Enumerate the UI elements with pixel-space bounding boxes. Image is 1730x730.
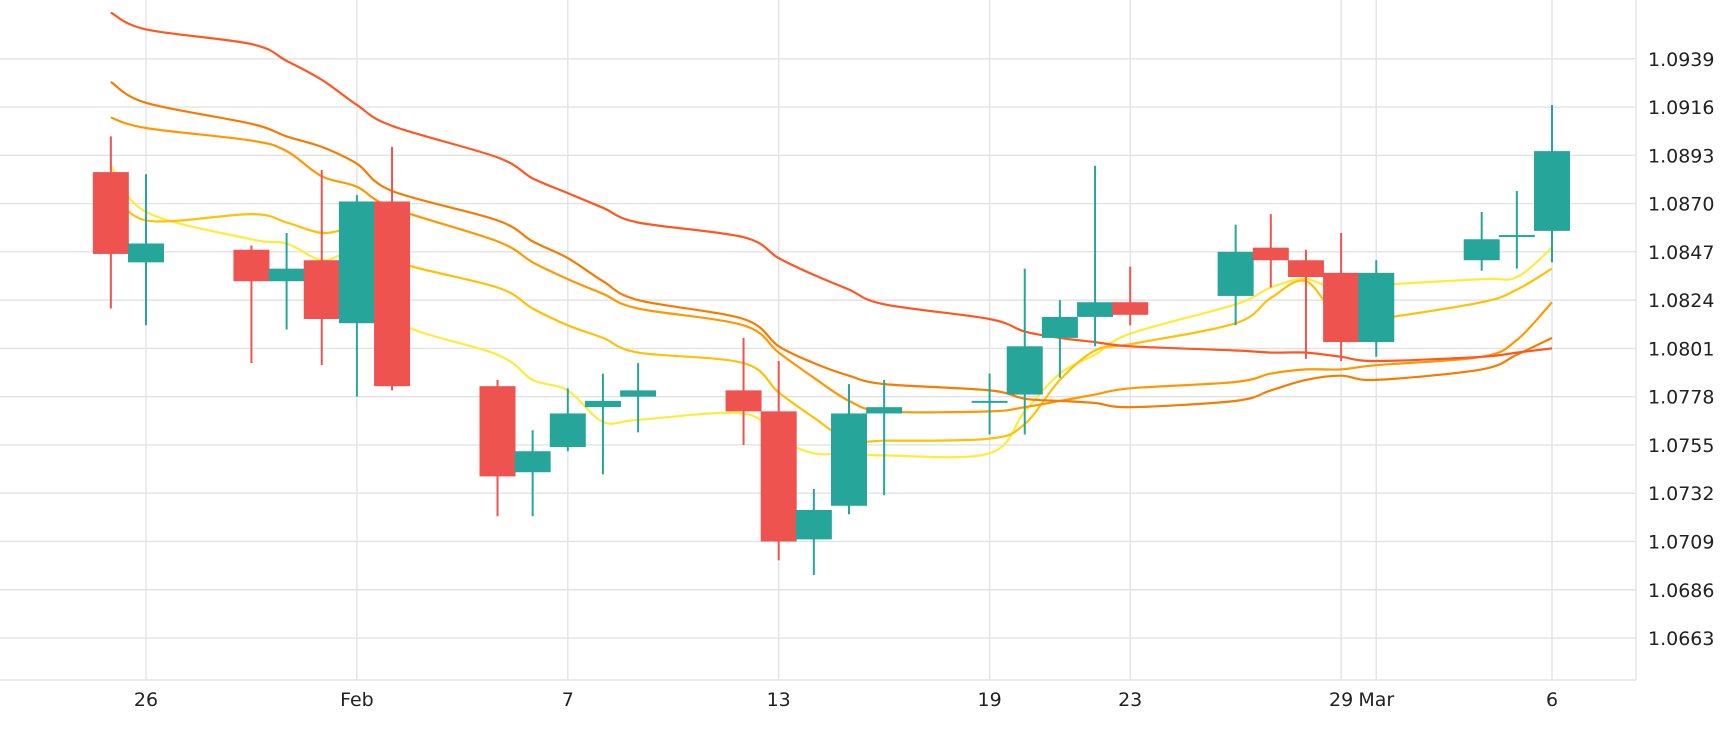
candle: [338, 195, 375, 397]
candle-body: [303, 260, 340, 320]
candle-body: [1252, 247, 1289, 261]
y-axis-tick-labels: 1.0663 1.0686 1.0709 1.0732 1.0755 1.0778 1.08…: [1648, 49, 1714, 650]
candle: [549, 388, 586, 452]
candle-body: [549, 413, 586, 448]
candle-body: [1112, 302, 1149, 315]
candle-body: [1217, 251, 1254, 296]
candle: [1287, 249, 1324, 359]
y-tick-label: 1.0893: [1648, 145, 1714, 167]
moving-average-line-5: [110, 11, 1553, 363]
y-tick-label: 1.0709: [1648, 531, 1714, 553]
y-tick-label: 1.0663: [1648, 628, 1714, 650]
candle: [1534, 104, 1570, 263]
candle: [374, 146, 411, 391]
y-tick-label: 1.0824: [1648, 290, 1714, 312]
candle-body: [514, 451, 551, 473]
candle-body: [760, 411, 797, 542]
candle-body: [1463, 239, 1500, 261]
candle: [128, 174, 164, 326]
x-tick-label: 19: [978, 689, 1002, 711]
horizontal-gridlines: [0, 58, 1636, 639]
x-tick-label: 13: [767, 689, 791, 711]
candle-body: [866, 407, 903, 414]
candle-body: [1077, 302, 1114, 317]
candle-body: [479, 386, 516, 477]
candle-body: [233, 249, 270, 282]
candle: [831, 384, 867, 515]
y-tick-label: 1.0778: [1648, 387, 1714, 409]
y-tick-label: 1.0801: [1648, 338, 1714, 360]
y-tick-label: 1.0916: [1648, 97, 1714, 119]
candle-body: [1534, 151, 1570, 231]
candle: [1323, 232, 1360, 361]
y-tick-label: 1.0870: [1648, 194, 1714, 216]
y-tick-label: 1.0755: [1648, 435, 1714, 457]
x-axis-tick-labels: 26 Feb 7 13 19 23 29 Mar 6: [134, 689, 1558, 711]
moving-average-line-4: [110, 80, 1553, 409]
y-tick-label: 1.0939: [1648, 49, 1714, 71]
candle-body: [795, 510, 832, 540]
candle: [1252, 214, 1289, 288]
candle-body: [128, 243, 164, 263]
y-tick-label: 1.0732: [1648, 483, 1714, 505]
candle-body: [971, 400, 1008, 403]
x-tick-label: 23: [1118, 689, 1142, 711]
candle: [1463, 211, 1500, 271]
candle-body: [374, 201, 411, 387]
y-tick-label: 1.0686: [1648, 580, 1714, 602]
candle-body: [1323, 272, 1360, 343]
candle: [1498, 190, 1535, 269]
candle-body: [620, 390, 657, 397]
candles: [92, 104, 1570, 576]
x-tick-label: Mar: [1358, 689, 1394, 711]
candle: [584, 373, 621, 475]
y-tick-label: 1.0847: [1648, 242, 1714, 264]
candle: [1077, 165, 1114, 347]
candle-body: [92, 172, 129, 254]
candle: [1217, 224, 1254, 326]
x-tick-label: 29: [1329, 689, 1353, 711]
x-tick-label: 7: [562, 689, 574, 711]
candle-body: [1041, 316, 1078, 338]
candle: [760, 360, 797, 561]
candle: [1358, 260, 1395, 357]
candle-body: [1006, 346, 1043, 395]
candle-body: [338, 201, 375, 324]
candle: [866, 379, 903, 496]
candle: [514, 430, 551, 517]
candle: [233, 245, 270, 364]
x-tick-label: Feb: [340, 689, 374, 711]
candle: [1006, 268, 1043, 435]
candle-body: [584, 400, 621, 408]
candle: [92, 136, 129, 309]
candle-body: [1498, 235, 1535, 238]
candle: [971, 373, 1008, 435]
vertical-gridlines: [145, 0, 1553, 680]
candle: [479, 379, 516, 517]
x-tick-label: 26: [134, 689, 158, 711]
candle: [795, 489, 832, 576]
candle: [268, 232, 305, 330]
moving-average-line-3: [110, 116, 1553, 414]
candle-body: [1358, 272, 1395, 343]
candle-body: [725, 390, 762, 412]
candle-body: [268, 268, 305, 282]
x-tick-label: 6: [1546, 689, 1558, 711]
candle: [303, 170, 340, 366]
candle: [1041, 300, 1078, 378]
moving-average-lines: [109, 11, 1553, 459]
candle-body: [1287, 260, 1324, 278]
candle: [1112, 266, 1149, 326]
candle-body: [831, 413, 867, 506]
candle: [725, 337, 762, 445]
candle: [620, 363, 657, 433]
